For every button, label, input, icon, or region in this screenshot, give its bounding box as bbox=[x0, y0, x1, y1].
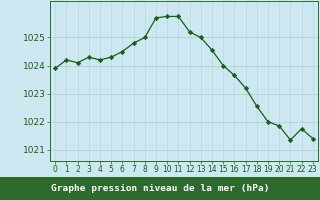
Text: Graphe pression niveau de la mer (hPa): Graphe pression niveau de la mer (hPa) bbox=[51, 184, 269, 193]
